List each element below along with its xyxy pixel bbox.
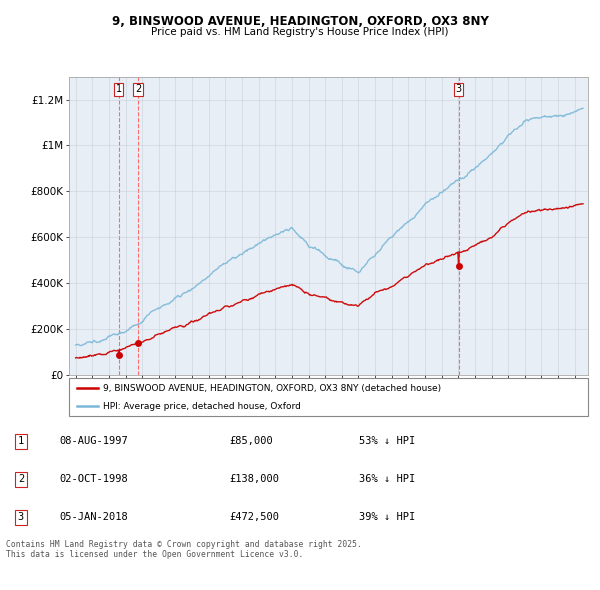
Text: 2: 2 <box>18 474 24 484</box>
Text: 9, BINSWOOD AVENUE, HEADINGTON, OXFORD, OX3 8NY (detached house): 9, BINSWOOD AVENUE, HEADINGTON, OXFORD, … <box>103 384 441 393</box>
Text: £85,000: £85,000 <box>229 437 273 447</box>
Text: £472,500: £472,500 <box>229 512 280 522</box>
Text: 02-OCT-1998: 02-OCT-1998 <box>59 474 128 484</box>
Text: 2: 2 <box>135 84 141 94</box>
Text: 53% ↓ HPI: 53% ↓ HPI <box>359 437 415 447</box>
Text: 36% ↓ HPI: 36% ↓ HPI <box>359 474 415 484</box>
Text: 1: 1 <box>116 84 122 94</box>
Text: 08-AUG-1997: 08-AUG-1997 <box>59 437 128 447</box>
Text: 1: 1 <box>18 437 24 447</box>
Text: 3: 3 <box>455 84 462 94</box>
Text: 9, BINSWOOD AVENUE, HEADINGTON, OXFORD, OX3 8NY: 9, BINSWOOD AVENUE, HEADINGTON, OXFORD, … <box>112 15 488 28</box>
Text: 3: 3 <box>18 512 24 522</box>
Text: 39% ↓ HPI: 39% ↓ HPI <box>359 512 415 522</box>
Text: £138,000: £138,000 <box>229 474 280 484</box>
Text: Contains HM Land Registry data © Crown copyright and database right 2025.
This d: Contains HM Land Registry data © Crown c… <box>6 540 362 559</box>
FancyBboxPatch shape <box>69 378 588 416</box>
Text: Price paid vs. HM Land Registry's House Price Index (HPI): Price paid vs. HM Land Registry's House … <box>151 27 449 37</box>
Text: 05-JAN-2018: 05-JAN-2018 <box>59 512 128 522</box>
Text: HPI: Average price, detached house, Oxford: HPI: Average price, detached house, Oxfo… <box>103 402 301 411</box>
